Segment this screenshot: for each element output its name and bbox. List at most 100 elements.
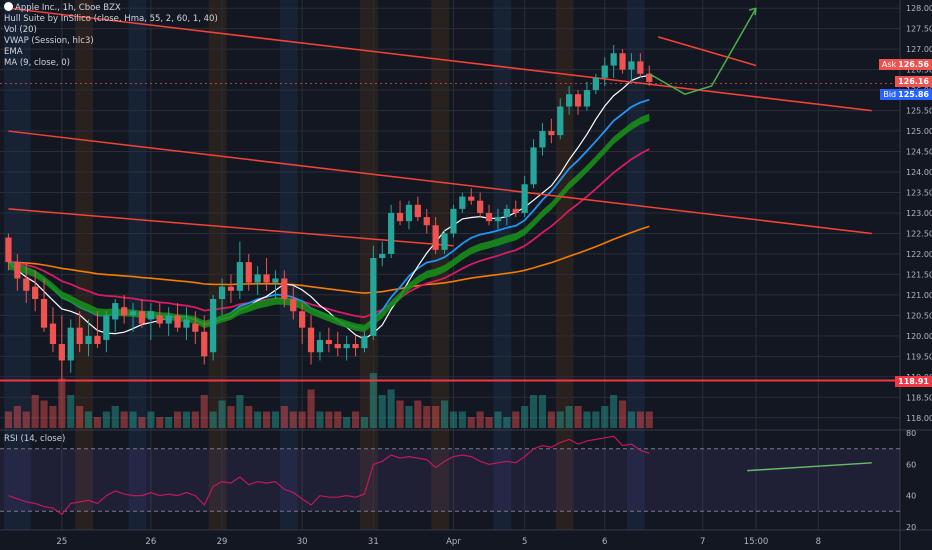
candle-body (40, 298, 48, 328)
candle-body (548, 131, 555, 136)
candle (619, 49, 626, 74)
time-tick-label: 7 (700, 537, 705, 547)
volume-bar (494, 411, 502, 428)
volume-bar (645, 411, 653, 428)
candle (441, 229, 448, 254)
bid-price-tag: Bid 125.86 (880, 89, 932, 100)
candle-body (574, 94, 582, 107)
candle-body (370, 258, 377, 336)
candle (521, 176, 528, 218)
price-tick-label: 124.50 (906, 148, 932, 157)
volume-bar (458, 411, 466, 428)
volume-bar (102, 411, 110, 428)
candle (548, 118, 555, 144)
candle (512, 200, 519, 218)
candle (218, 278, 226, 316)
candle-body (192, 323, 199, 332)
candle (477, 192, 484, 218)
candle (450, 204, 457, 238)
candle-body (290, 298, 297, 312)
candle (361, 331, 368, 353)
rsi-tick-label: 40 (906, 492, 916, 501)
candle-body (112, 303, 119, 320)
price-tick-label: 123.00 (906, 209, 932, 218)
volume-bar (173, 411, 182, 428)
volume-bar (289, 411, 297, 428)
volume-bar (227, 406, 235, 428)
volume-bar (538, 395, 547, 428)
candle-body (32, 286, 39, 299)
candle-body (610, 53, 617, 66)
volume-bar (165, 417, 173, 428)
volume-bar (325, 411, 333, 428)
candle-body (299, 311, 306, 328)
indicator-legend-vol[interactable]: Vol (20) (4, 25, 37, 35)
indicator-legend-ma[interactable]: MA (9, close, 0) (4, 58, 70, 68)
rsi-line (8, 435, 650, 516)
candle-body (379, 253, 386, 259)
indicator-legend-hull[interactable]: Hull Suite by InSilico (close, Hma, 55, … (4, 14, 218, 24)
candle-body (361, 335, 368, 349)
candle-body (210, 298, 217, 353)
volume-bar (129, 411, 137, 428)
candle (628, 53, 635, 82)
candle (299, 303, 306, 345)
price-tick-label: 125.50 (906, 107, 932, 116)
candle-body (628, 61, 635, 70)
candle-body (236, 262, 243, 291)
candle (5, 233, 12, 271)
candle-body (530, 147, 537, 185)
apple-logo-icon (4, 2, 13, 11)
volume-bar (31, 395, 39, 428)
candle (503, 204, 510, 226)
candle (227, 274, 235, 304)
candle (67, 319, 74, 373)
indicator-legend-ema[interactable]: EMA (4, 47, 23, 57)
time-tick-label: 15:00 (744, 537, 769, 547)
volume-bar (218, 400, 226, 428)
time-tick-label: 25 (56, 537, 67, 547)
candle (396, 200, 404, 226)
volume-bar (58, 378, 66, 428)
volume-bar (262, 411, 271, 428)
candle (245, 253, 252, 291)
arrow-head-icon (748, 7, 757, 16)
volume-bar (449, 411, 458, 428)
volume-bar (636, 411, 644, 428)
volume-bar (529, 395, 538, 428)
candle-body (156, 315, 163, 324)
candle (334, 331, 341, 357)
candle-body (459, 196, 466, 209)
volume-bar (191, 411, 199, 428)
rsi-legend[interactable]: RSI (14, close) (4, 434, 66, 444)
candle (40, 278, 48, 332)
volume-bar (627, 411, 636, 428)
candle-body (245, 262, 252, 283)
candle (485, 204, 493, 226)
time-tick-label: 31 (368, 537, 379, 547)
indicator-legend-vwap[interactable]: VWAP (Session, hlc3) (4, 36, 94, 46)
trend-line (657, 36, 757, 67)
candle (539, 122, 546, 156)
candle (174, 303, 181, 332)
candle-body (468, 196, 475, 201)
candle (236, 241, 243, 299)
ema-mid-line (8, 148, 650, 319)
candle (192, 311, 199, 345)
volume-bar (236, 395, 244, 428)
volume-bar (485, 417, 493, 428)
price-tick-label: 124.00 (906, 168, 932, 177)
volume-bar (396, 400, 404, 428)
candle (325, 327, 332, 353)
candle-body (49, 323, 57, 345)
volume-bar (521, 406, 529, 428)
rsi-trend-line (747, 462, 872, 472)
candle-body (343, 344, 350, 349)
candle (147, 303, 154, 340)
candle (103, 311, 110, 353)
volume-bar (4, 411, 13, 428)
candle (414, 196, 421, 222)
candle (423, 208, 430, 234)
